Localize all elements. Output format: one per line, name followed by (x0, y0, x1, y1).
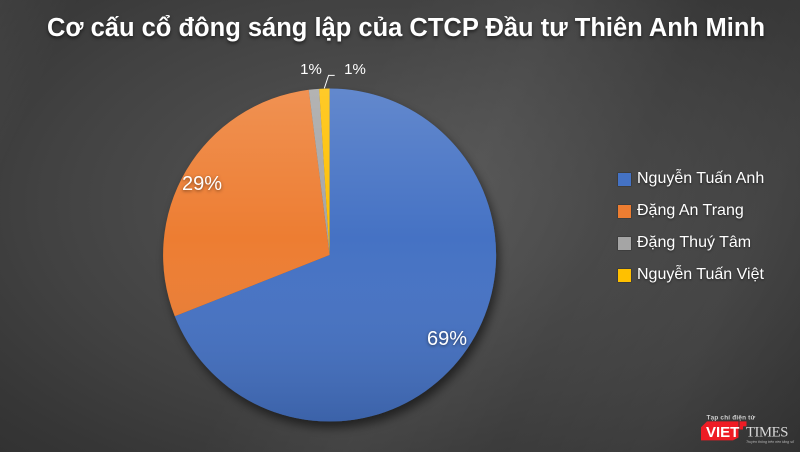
svg-text:1%: 1% (300, 61, 322, 78)
svg-text:Truyền thông trên nền tảng số: Truyền thông trên nền tảng số (746, 439, 795, 444)
svg-text:69%: 69% (427, 328, 467, 350)
svg-text:1%: 1% (344, 61, 366, 78)
svg-text:Tạp chí điện tử: Tạp chí điện tử (707, 415, 756, 422)
svg-text:29%: 29% (182, 173, 222, 195)
svg-text:VIET: VIET (706, 424, 739, 441)
